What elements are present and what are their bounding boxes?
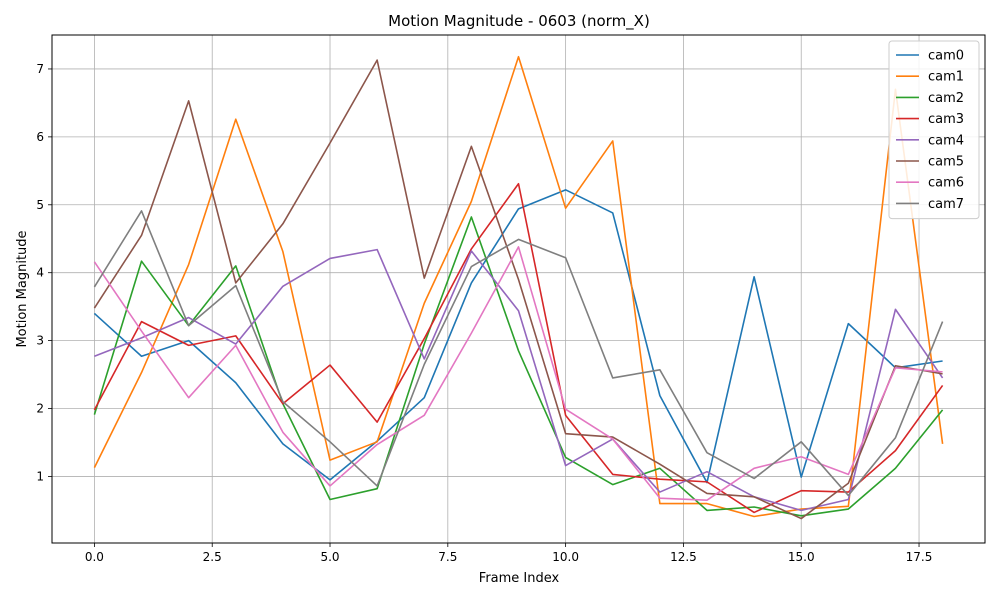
y-tick-label: 1: [36, 469, 44, 483]
plot-area-frame: [51, 34, 986, 544]
legend-label-cam2: cam2: [928, 91, 964, 106]
y-tick-label: 2: [36, 402, 44, 416]
legend-label-cam7: cam7: [928, 197, 964, 212]
x-tick-label: 7.5: [438, 550, 457, 564]
legend-box: [888, 40, 980, 220]
y-tick-label: 7: [36, 62, 44, 76]
series-line-cam4: [94, 248, 944, 512]
x-tick-label: 2.5: [203, 550, 222, 564]
y-tick-label: 5: [36, 198, 44, 212]
x-tick-label: 5.0: [320, 550, 339, 564]
series-line-cam2: [93, 216, 944, 517]
series-line-cam1: [93, 55, 944, 518]
x-tick-label: 10.0: [552, 550, 579, 564]
x-tick-label: 12.5: [670, 550, 697, 564]
series-line-cam3: [93, 182, 944, 514]
legend: cam0 cam1 cam2 cam3 cam4 cam5 cam6 cam7: [888, 40, 980, 220]
legend-label-cam5: cam5: [928, 155, 964, 170]
series-lines: [93, 55, 944, 520]
y-axis-label: Motion Magnitude: [15, 230, 30, 347]
series-line-cam0: [93, 189, 943, 484]
series-line-cam5: [93, 59, 943, 520]
legend-label-cam1: cam1: [928, 70, 964, 85]
legend-label-cam0: cam0: [928, 49, 964, 64]
series-line-cam7: [93, 210, 944, 497]
chart-title: Motion Magnitude - 0603 (norm_X): [388, 12, 650, 31]
series-line-cam6: [93, 246, 943, 502]
x-axis-label: Frame Index: [479, 571, 560, 586]
y-tick-label: 4: [36, 266, 44, 280]
legend-label-cam6: cam6: [928, 176, 964, 191]
y-axis-ticks: 1 2 3 4 5 6 7: [36, 62, 52, 483]
x-tick-label: 0.0: [85, 550, 104, 564]
x-tick-label: 15.0: [788, 550, 815, 564]
y-tick-label: 6: [36, 130, 44, 144]
legend-label-cam3: cam3: [928, 112, 964, 127]
y-tick-label: 3: [36, 334, 44, 348]
x-tick-label: 17.5: [906, 550, 933, 564]
legend-label-cam4: cam4: [928, 133, 964, 148]
x-axis-ticks: 0.0 2.5 5.0 7.5 10.0 12.5 15.0 17.5: [85, 543, 933, 564]
